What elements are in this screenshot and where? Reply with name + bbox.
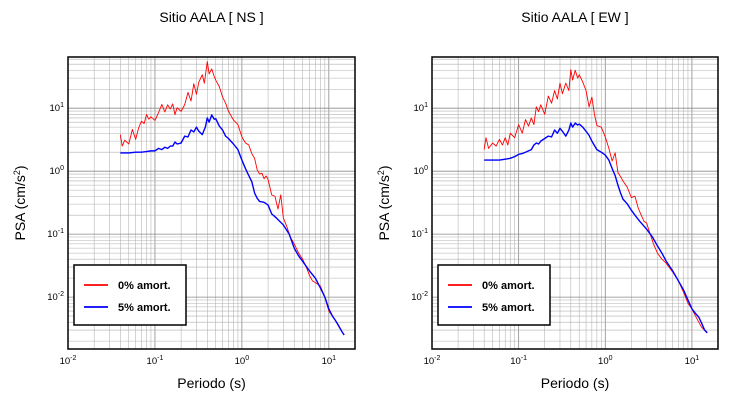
y-tick-label: 10-1 (47, 228, 64, 240)
legend-label: 5% amort. (482, 302, 535, 314)
series-line-amort-5 (120, 114, 345, 336)
x-tick-label: 101 (322, 355, 337, 367)
y-tick-label: 100 (414, 165, 429, 177)
x-axis-label: Periodo (s) (177, 375, 245, 391)
y-axis-label: PSA (cm/s2) (376, 165, 392, 240)
x-tick-label: 10-1 (147, 355, 164, 367)
legend-box (73, 264, 187, 326)
x-tick-label: 100 (598, 355, 613, 367)
x-axis-label: Periodo (s) (541, 375, 609, 391)
chart-title: Sitio AALA [ NS ] (159, 9, 263, 25)
legend-box (437, 264, 551, 326)
plot-frame (67, 56, 356, 350)
chart-panel-1: Sitio AALA [ NS ] 10-2 10-1 100 101 10-2 10-1 1… (12, 9, 356, 391)
y-tick-label: 10-1 (411, 228, 428, 240)
x-tick-label: 10-2 (424, 355, 441, 367)
y-tick-label: 101 (50, 102, 65, 114)
chart-panel-2: Sitio AALA [ EW ] 10-2 10-1 100 101 10-2 10-1 1… (376, 9, 719, 391)
y-tick-label: 101 (414, 102, 429, 114)
series-line-amort-5 (484, 122, 708, 334)
legend: 0% amort. 5% amort. (437, 264, 551, 326)
series-line-amort-0 (119, 61, 345, 336)
x-tick-label: 101 (685, 355, 700, 367)
chart-title: Sitio AALA [ EW ] (521, 9, 628, 25)
y-tick-label: 10-2 (47, 291, 64, 303)
legend-label: 0% amort. (482, 280, 535, 292)
y-tick-label: 10-2 (411, 291, 428, 303)
x-tick-label: 100 (235, 355, 250, 367)
legend: 0% amort. 5% amort. (73, 264, 187, 326)
x-tick-label: 10-1 (510, 355, 527, 367)
series-line-amort-0 (483, 69, 708, 333)
plot-frame (431, 56, 719, 350)
y-tick-label: 100 (50, 165, 65, 177)
grid (432, 57, 718, 349)
y-axis-label: PSA (cm/s2) (12, 165, 28, 240)
legend-label: 0% amort. (118, 280, 171, 292)
x-tick-label: 10-2 (60, 355, 77, 367)
legend-label: 5% amort. (118, 302, 171, 314)
